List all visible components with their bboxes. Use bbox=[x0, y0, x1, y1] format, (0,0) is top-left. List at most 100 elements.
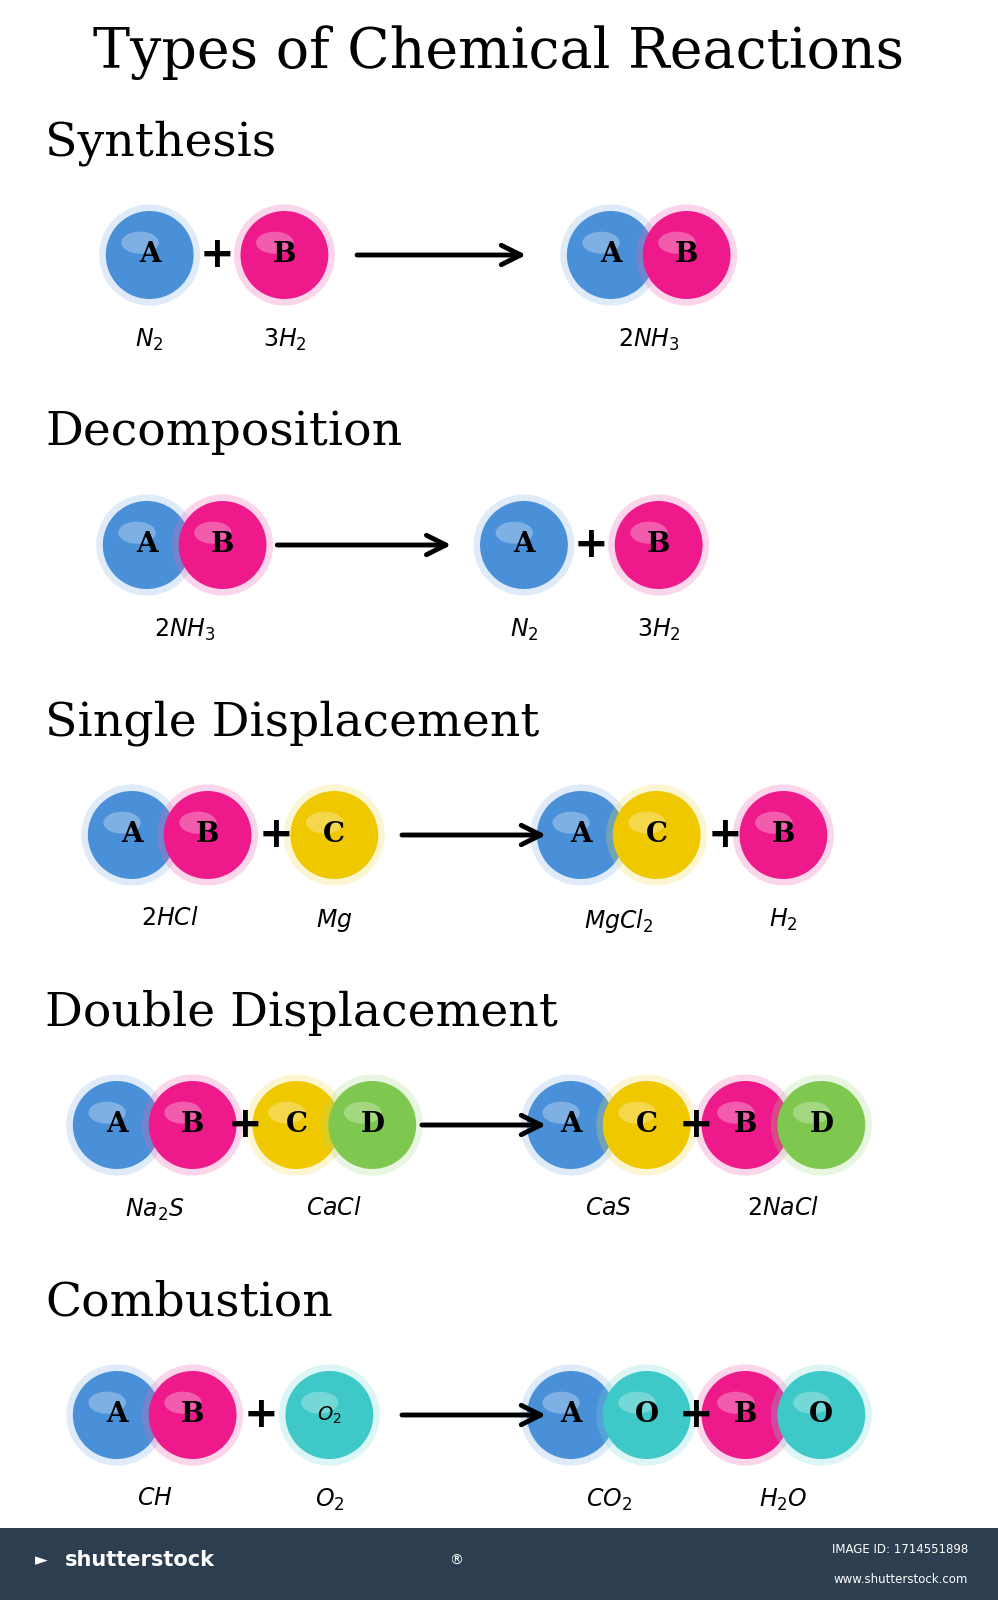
Ellipse shape bbox=[613, 790, 701, 878]
Ellipse shape bbox=[560, 205, 662, 306]
Ellipse shape bbox=[268, 1102, 305, 1123]
Text: Synthesis: Synthesis bbox=[45, 120, 276, 166]
Ellipse shape bbox=[73, 1082, 161, 1170]
Text: D: D bbox=[360, 1112, 384, 1139]
Text: A: A bbox=[570, 821, 592, 848]
Text: B: B bbox=[675, 242, 699, 269]
Ellipse shape bbox=[344, 1102, 381, 1123]
Ellipse shape bbox=[603, 1371, 691, 1459]
Text: B: B bbox=[734, 1402, 757, 1429]
Ellipse shape bbox=[104, 811, 141, 834]
Ellipse shape bbox=[702, 1371, 789, 1459]
Ellipse shape bbox=[695, 1075, 796, 1176]
Ellipse shape bbox=[306, 811, 343, 834]
Ellipse shape bbox=[165, 1392, 202, 1414]
Ellipse shape bbox=[702, 1082, 789, 1170]
Text: IMAGE ID: 1714551898: IMAGE ID: 1714551898 bbox=[831, 1542, 968, 1557]
Ellipse shape bbox=[583, 232, 620, 254]
Ellipse shape bbox=[718, 1102, 754, 1123]
Text: +: + bbox=[679, 1394, 714, 1437]
Ellipse shape bbox=[89, 1102, 126, 1123]
Ellipse shape bbox=[480, 501, 568, 589]
Text: $O_2$: $O_2$ bbox=[317, 1405, 341, 1426]
Ellipse shape bbox=[777, 1082, 865, 1170]
Text: ®: ® bbox=[449, 1554, 463, 1568]
Ellipse shape bbox=[520, 1365, 622, 1466]
Bar bbox=[0, 1528, 998, 1600]
Text: A: A bbox=[560, 1402, 582, 1429]
Text: B: B bbox=[196, 821, 220, 848]
Text: Types of Chemical Reactions: Types of Chemical Reactions bbox=[94, 26, 904, 80]
Ellipse shape bbox=[770, 1365, 872, 1466]
Ellipse shape bbox=[241, 211, 328, 299]
Ellipse shape bbox=[321, 1075, 423, 1176]
Ellipse shape bbox=[473, 494, 575, 595]
Text: $H_2O$: $H_2O$ bbox=[759, 1486, 807, 1514]
Text: O: O bbox=[809, 1402, 833, 1429]
Text: +: + bbox=[574, 525, 609, 566]
Ellipse shape bbox=[252, 1082, 340, 1170]
Ellipse shape bbox=[285, 1371, 373, 1459]
Ellipse shape bbox=[596, 1365, 698, 1466]
Ellipse shape bbox=[793, 1102, 830, 1123]
Text: A: A bbox=[106, 1112, 128, 1139]
Text: +: + bbox=[228, 1104, 261, 1146]
Ellipse shape bbox=[629, 811, 666, 834]
Text: $Na_2S$: $Na_2S$ bbox=[125, 1197, 185, 1222]
Text: +: + bbox=[244, 1394, 278, 1437]
Ellipse shape bbox=[172, 494, 273, 595]
Ellipse shape bbox=[328, 1082, 416, 1170]
Ellipse shape bbox=[103, 501, 191, 589]
Ellipse shape bbox=[106, 211, 194, 299]
Ellipse shape bbox=[596, 1075, 698, 1176]
Ellipse shape bbox=[537, 790, 625, 878]
Ellipse shape bbox=[66, 1075, 168, 1176]
Ellipse shape bbox=[301, 1392, 338, 1414]
Text: $N_2$: $N_2$ bbox=[510, 618, 538, 643]
Ellipse shape bbox=[96, 494, 198, 595]
Ellipse shape bbox=[553, 811, 590, 834]
Text: Combustion: Combustion bbox=[45, 1280, 332, 1325]
Ellipse shape bbox=[770, 1075, 872, 1176]
Text: A: A bbox=[136, 531, 158, 558]
Ellipse shape bbox=[608, 494, 710, 595]
Ellipse shape bbox=[659, 232, 696, 254]
Text: C: C bbox=[285, 1112, 307, 1139]
Text: $CO_2$: $CO_2$ bbox=[586, 1486, 632, 1514]
Ellipse shape bbox=[755, 811, 792, 834]
Text: $3H_2$: $3H_2$ bbox=[637, 618, 681, 643]
Text: O: O bbox=[635, 1402, 659, 1429]
Ellipse shape bbox=[793, 1392, 830, 1414]
Text: Double Displacement: Double Displacement bbox=[45, 990, 558, 1037]
Text: B: B bbox=[771, 821, 795, 848]
Ellipse shape bbox=[631, 522, 668, 544]
Text: +: + bbox=[200, 234, 235, 275]
Text: $CaCl$: $CaCl$ bbox=[306, 1197, 362, 1219]
Ellipse shape bbox=[636, 205, 738, 306]
Text: +: + bbox=[258, 814, 293, 856]
Text: $CH$: $CH$ bbox=[137, 1486, 173, 1510]
Text: $2NaCl$: $2NaCl$ bbox=[748, 1197, 819, 1219]
Ellipse shape bbox=[149, 1082, 237, 1170]
Ellipse shape bbox=[157, 784, 258, 886]
Ellipse shape bbox=[149, 1371, 237, 1459]
Text: www.shutterstock.com: www.shutterstock.com bbox=[833, 1573, 968, 1586]
Ellipse shape bbox=[496, 522, 533, 544]
Ellipse shape bbox=[643, 211, 731, 299]
Ellipse shape bbox=[283, 784, 385, 886]
Ellipse shape bbox=[88, 790, 176, 878]
Ellipse shape bbox=[777, 1371, 865, 1459]
Text: D: D bbox=[809, 1112, 833, 1139]
Text: $H_2$: $H_2$ bbox=[769, 907, 797, 933]
Ellipse shape bbox=[527, 1371, 615, 1459]
Text: $O_2$: $O_2$ bbox=[314, 1486, 344, 1514]
Text: $2HCl$: $2HCl$ bbox=[141, 907, 199, 930]
Ellipse shape bbox=[543, 1102, 580, 1123]
Ellipse shape bbox=[718, 1392, 754, 1414]
Ellipse shape bbox=[695, 1365, 796, 1466]
Ellipse shape bbox=[543, 1392, 580, 1414]
Text: Decomposition: Decomposition bbox=[45, 410, 402, 456]
Text: B: B bbox=[181, 1112, 205, 1139]
Text: +: + bbox=[708, 814, 743, 856]
Ellipse shape bbox=[122, 232, 159, 254]
